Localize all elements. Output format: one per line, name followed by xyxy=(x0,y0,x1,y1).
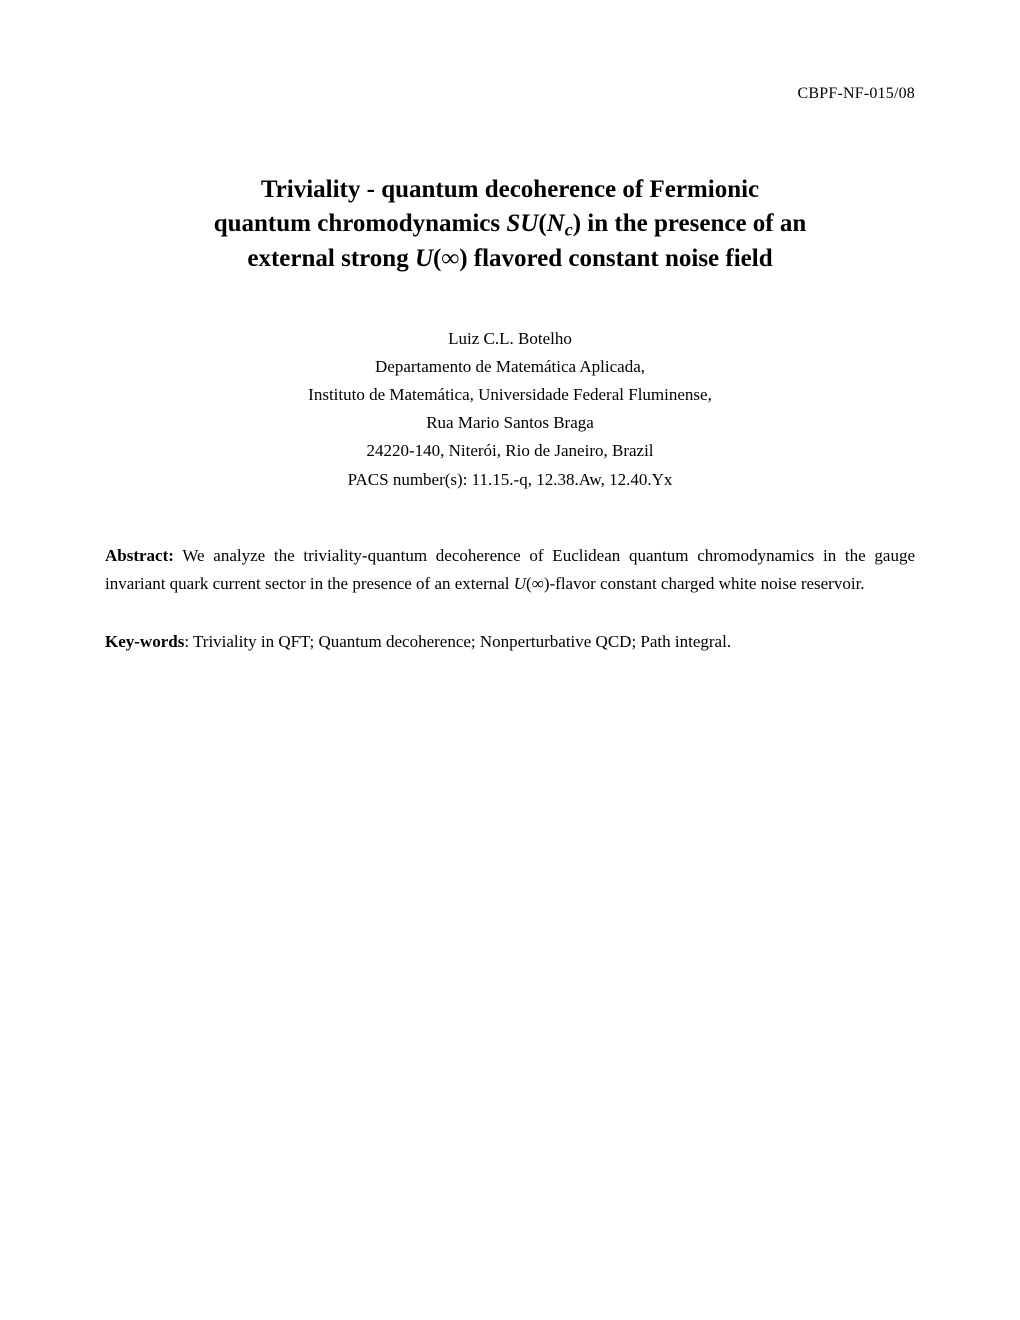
pacs-numbers: PACS number(s): 11.15.-q, 12.38.Aw, 12.4… xyxy=(105,466,915,494)
math-u: U xyxy=(514,574,526,593)
math-u: U xyxy=(415,245,433,272)
math-n: N xyxy=(547,210,565,237)
keywords: Key-words: Triviality in QFT; Quantum de… xyxy=(105,628,915,656)
math-sub-c: c xyxy=(565,219,573,239)
math-paren: ) xyxy=(459,245,467,272)
author-name: Luiz C.L. Botelho xyxy=(105,325,915,353)
report-number: CBPF-NF-015/08 xyxy=(105,85,915,103)
math-paren: ( xyxy=(538,210,546,237)
title-text: in the presence of an xyxy=(581,210,806,237)
title-line-1: Triviality - quantum decoherence of Ferm… xyxy=(105,173,915,207)
title-text: flavored constant noise field xyxy=(468,245,773,272)
math-infinity: ∞ xyxy=(532,574,544,593)
keywords-label: Key-words xyxy=(105,632,184,651)
title-line-2: quantum chromodynamics SU(Nc) in the pre… xyxy=(105,207,915,242)
math-su: SU xyxy=(506,210,538,237)
paper-title: Triviality - quantum decoherence of Ferm… xyxy=(105,173,915,275)
paper-page: CBPF-NF-015/08 Triviality - quantum deco… xyxy=(0,0,1020,756)
abstract-label: Abstract: xyxy=(105,546,174,565)
keywords-text: : Triviality in QFT; Quantum decoherence… xyxy=(184,632,731,651)
title-text: external strong xyxy=(247,245,415,272)
author-block: Luiz C.L. Botelho Departamento de Matemá… xyxy=(105,325,915,493)
affiliation-line: 24220-140, Niterói, Rio de Janeiro, Braz… xyxy=(105,437,915,465)
title-line-3: external strong U(∞) flavored constant n… xyxy=(105,242,915,276)
affiliation-line: Departamento de Matemática Aplicada, xyxy=(105,353,915,381)
abstract: Abstract: We analyze the triviality-quan… xyxy=(105,542,915,598)
title-text: quantum chromodynamics xyxy=(214,210,507,237)
math-paren: ) xyxy=(573,210,581,237)
affiliation-line: Rua Mario Santos Braga xyxy=(105,409,915,437)
abstract-text: -flavor constant charged white noise res… xyxy=(550,574,865,593)
math-infinity: ∞ xyxy=(441,245,459,272)
affiliation-line: Instituto de Matemática, Universidade Fe… xyxy=(105,381,915,409)
